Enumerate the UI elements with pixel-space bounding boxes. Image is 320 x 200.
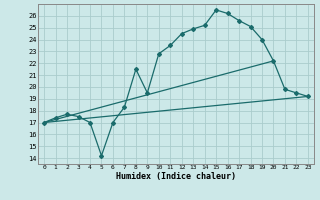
X-axis label: Humidex (Indice chaleur): Humidex (Indice chaleur) bbox=[116, 172, 236, 181]
